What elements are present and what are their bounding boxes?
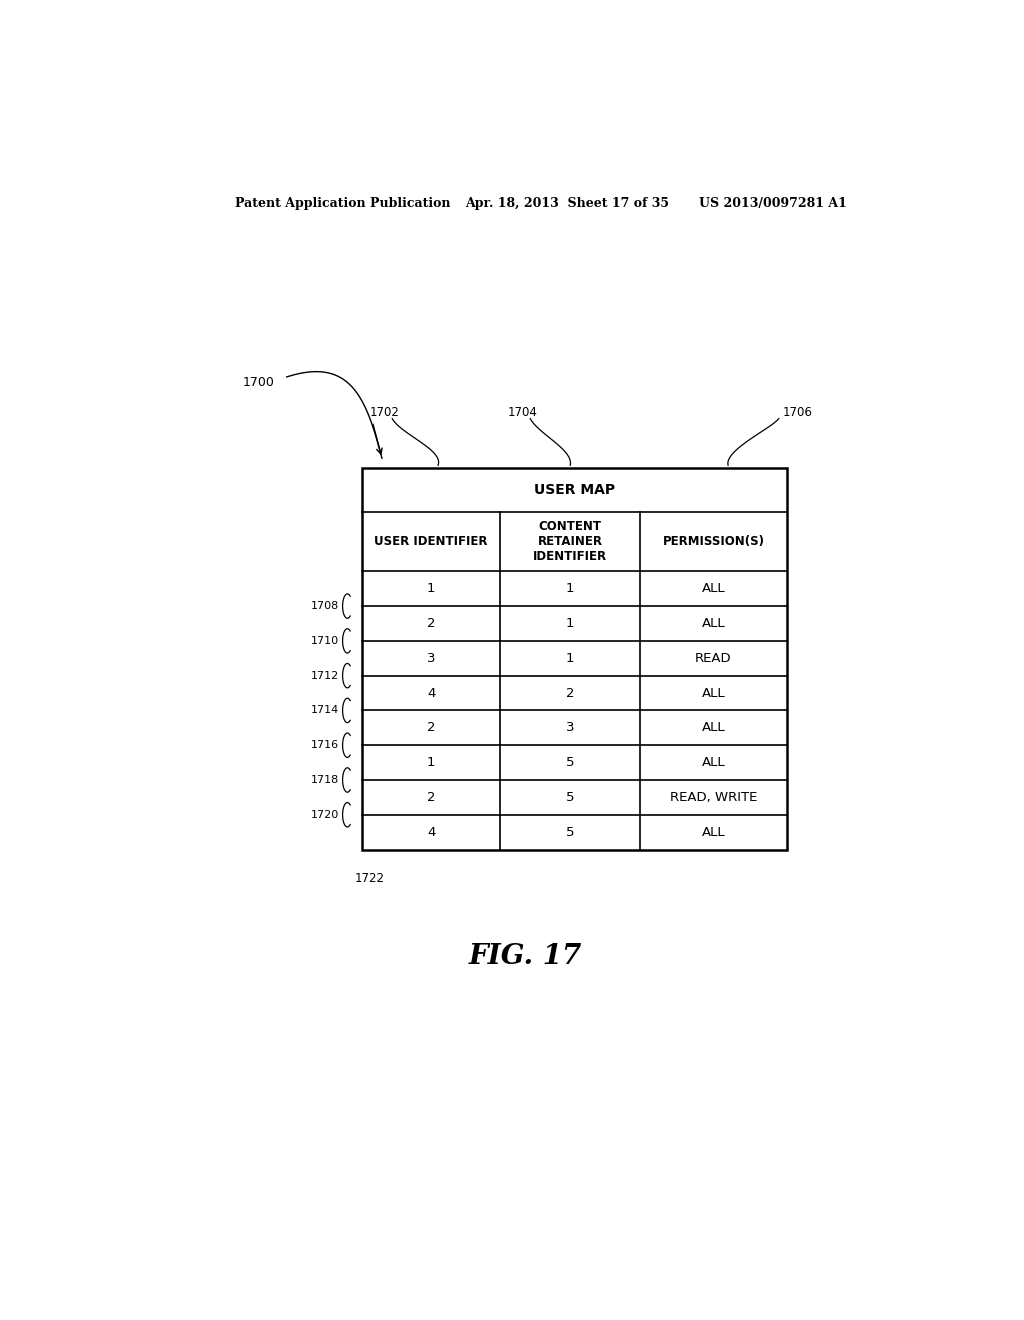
Bar: [362, 469, 786, 850]
Text: 1: 1: [566, 652, 574, 665]
Text: 1704: 1704: [508, 407, 538, 418]
Text: ALL: ALL: [701, 686, 725, 700]
Text: 2: 2: [566, 686, 574, 700]
Text: Patent Application Publication: Patent Application Publication: [236, 197, 451, 210]
Text: 5: 5: [566, 826, 574, 838]
Text: 3: 3: [427, 652, 435, 665]
Text: FIG. 17: FIG. 17: [468, 942, 582, 970]
Text: US 2013/0097281 A1: US 2013/0097281 A1: [699, 197, 847, 210]
Text: PERMISSION(S): PERMISSION(S): [663, 536, 765, 548]
Text: 1: 1: [566, 616, 574, 630]
Text: 1716: 1716: [310, 741, 339, 750]
Text: 1: 1: [427, 582, 435, 595]
Text: 1720: 1720: [310, 809, 339, 820]
Text: 1710: 1710: [310, 636, 339, 645]
Text: READ: READ: [695, 652, 732, 665]
Text: 1712: 1712: [310, 671, 339, 681]
Text: 1722: 1722: [354, 873, 384, 884]
Text: 2: 2: [427, 616, 435, 630]
Text: 4: 4: [427, 826, 435, 838]
Text: USER MAP: USER MAP: [534, 483, 615, 498]
Text: USER IDENTIFIER: USER IDENTIFIER: [375, 536, 487, 548]
Text: 4: 4: [427, 686, 435, 700]
Text: READ, WRITE: READ, WRITE: [670, 791, 757, 804]
Text: 2: 2: [427, 721, 435, 734]
Text: 2: 2: [427, 791, 435, 804]
Text: ALL: ALL: [701, 616, 725, 630]
Text: 1: 1: [427, 756, 435, 770]
Text: CONTENT
RETAINER
IDENTIFIER: CONTENT RETAINER IDENTIFIER: [534, 520, 607, 564]
Text: ALL: ALL: [701, 826, 725, 838]
Text: 5: 5: [566, 791, 574, 804]
Text: 5: 5: [566, 756, 574, 770]
Text: ALL: ALL: [701, 756, 725, 770]
Text: Apr. 18, 2013  Sheet 17 of 35: Apr. 18, 2013 Sheet 17 of 35: [465, 197, 670, 210]
Text: 1706: 1706: [782, 407, 813, 418]
Text: 1718: 1718: [310, 775, 339, 785]
Text: 1700: 1700: [243, 375, 275, 388]
Text: ALL: ALL: [701, 582, 725, 595]
Text: 1714: 1714: [310, 705, 339, 715]
Text: ALL: ALL: [701, 721, 725, 734]
Text: 3: 3: [566, 721, 574, 734]
Text: 1: 1: [566, 582, 574, 595]
Text: 1708: 1708: [310, 601, 339, 611]
Text: 1702: 1702: [370, 407, 400, 418]
